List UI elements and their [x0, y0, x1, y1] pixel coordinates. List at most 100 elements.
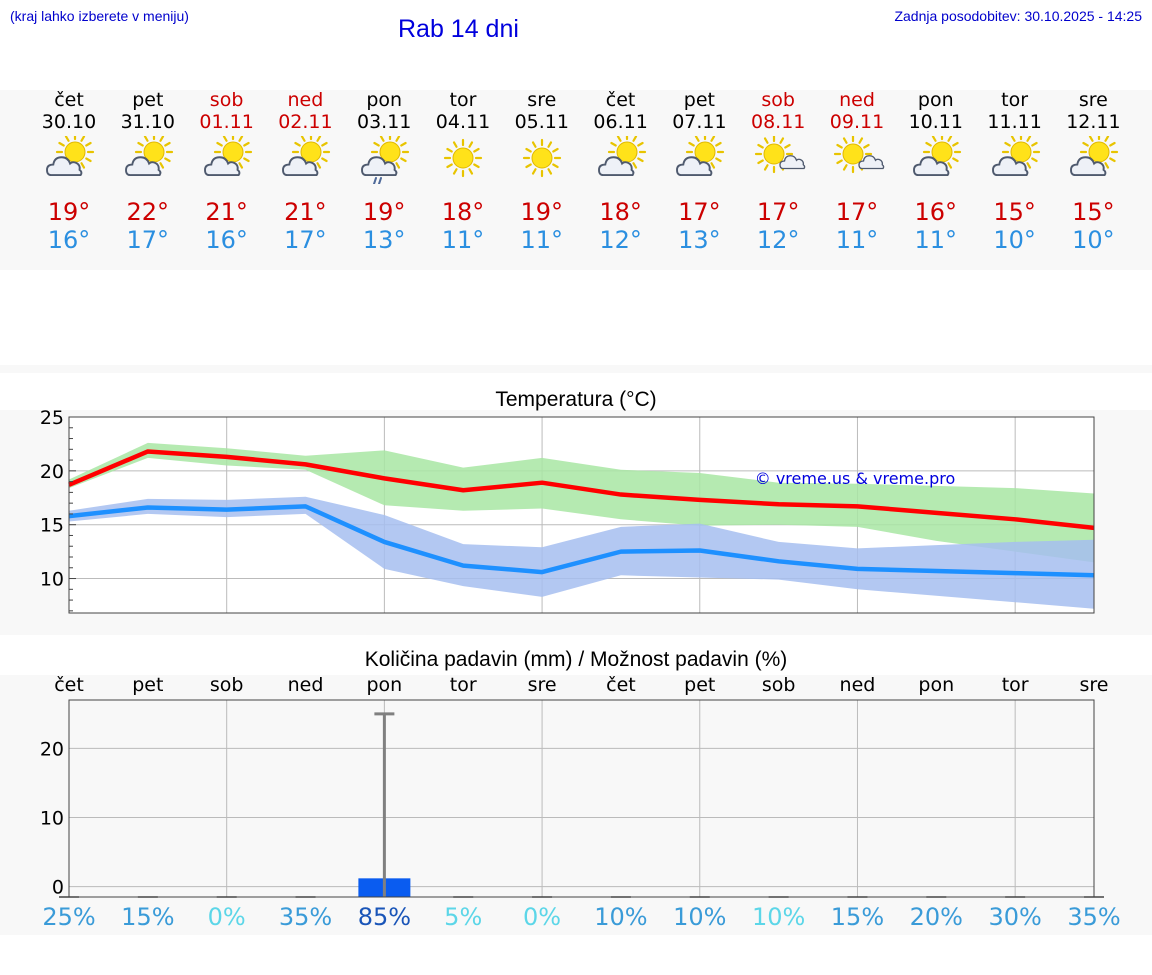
precip-probability: 10% [673, 903, 727, 931]
precip-day-label: čet [54, 674, 84, 696]
day-column: sob 01.11 [187, 89, 266, 133]
temp-min: 11° [520, 226, 564, 254]
day-name: sre [1078, 89, 1108, 111]
day-column: ned 09.11 [818, 89, 897, 133]
precip-probability: 10% [751, 903, 806, 931]
precipitation-chart-title: Količina padavin (mm) / Možnost padavin … [364, 648, 788, 671]
day-column: čet 06.11 [581, 89, 660, 133]
sun-icon [443, 138, 483, 178]
partly-cloudy-icon [597, 136, 646, 177]
day-name: pon [366, 89, 403, 111]
precip-day-label: sre [1079, 674, 1109, 696]
day-date: 30.10 [41, 111, 97, 133]
temp-max: 17° [678, 198, 721, 226]
sun-icon [522, 138, 561, 178]
precip-day-label: ned [287, 674, 324, 696]
temp-min: 10° [1072, 226, 1115, 254]
day-date: 04.11 [435, 111, 491, 133]
location-hint: (kraj lahko izberete v meniju) [10, 8, 189, 24]
temp-max: 19° [47, 198, 91, 226]
sun-small-cloud-icon [833, 136, 885, 174]
temp-min: 12° [599, 226, 642, 254]
temp-max: 17° [835, 198, 879, 226]
precip-probability: 15% [121, 903, 175, 931]
day-column: ned 02.11 [266, 89, 345, 133]
temp-min: 16° [47, 226, 91, 254]
day-date: 09.11 [829, 111, 885, 133]
temp-max: 19° [520, 198, 564, 226]
precip-probability: 0% [523, 903, 562, 931]
day-name: sre [527, 89, 557, 111]
day-name: ned [839, 89, 875, 111]
precip-day-label: tor [449, 674, 477, 696]
precip-probability: 15% [830, 903, 885, 931]
precip-day-label: tor [1001, 674, 1029, 696]
last-updated: Zadnja posodobitev: 30.10.2025 - 14:25 [894, 8, 1142, 24]
day-column: pet 31.10 [108, 89, 187, 133]
precip-day-label: sob [209, 674, 244, 696]
day-date: 06.11 [593, 111, 648, 133]
day-date: 03.11 [356, 111, 412, 133]
day-date: 11.11 [987, 111, 1042, 133]
temp-min: 11° [835, 226, 879, 254]
page-title: Rab 14 dni [398, 15, 519, 43]
day-column: pon 03.11 [345, 89, 424, 133]
day-column: pet 07.11 [660, 89, 739, 133]
temp-max: 21° [205, 198, 248, 226]
day-column: sob 08.11 [739, 89, 818, 133]
partly-cloudy-icon [912, 136, 961, 177]
partly-cloudy-icon [1070, 136, 1119, 177]
day-name: sob [761, 89, 795, 111]
precip-probability: 35% [1067, 903, 1121, 931]
partly-cloudy-icon [203, 136, 252, 177]
day-name: čet [54, 89, 84, 111]
temp-min: 13° [362, 226, 406, 254]
partly-cloudy-rain-icon [361, 136, 410, 184]
precip-day-label: pon [366, 674, 403, 696]
day-column: čet 30.10 [30, 89, 109, 133]
day-name: tor [449, 89, 477, 111]
precip-probability: 30% [988, 903, 1042, 931]
temp-max: 21° [284, 198, 327, 226]
precip-day-label: pet [132, 674, 164, 696]
precip-probability: 0% [207, 903, 246, 931]
precipitation-panel [0, 675, 1152, 935]
temp-max: 17° [756, 198, 800, 226]
temp-min: 11° [914, 226, 958, 254]
precip-probability: 35% [278, 903, 333, 931]
precip-probability: 85% [357, 903, 412, 931]
sun-small-cloud-icon [755, 136, 806, 174]
day-name: pet [683, 89, 715, 111]
day-date: 10.11 [908, 111, 963, 133]
temp-max: 15° [993, 198, 1036, 226]
day-name: pon [917, 89, 954, 111]
temp-max: 16° [914, 198, 958, 226]
day-name: pet [132, 89, 164, 111]
temp-max: 15° [1072, 198, 1115, 226]
day-date: 05.11 [514, 111, 569, 133]
day-date: 08.11 [750, 111, 806, 133]
temp-max: 19° [362, 198, 406, 226]
temperature-chart-title: Temperatura (°C) [495, 388, 657, 411]
divider [0, 365, 1152, 373]
temp-min: 17° [284, 226, 327, 254]
temp-min: 12° [756, 226, 800, 254]
day-date: 01.11 [199, 111, 254, 133]
temp-max: 18° [441, 198, 485, 226]
forecast-panel [0, 90, 1152, 270]
temperature-panel [0, 410, 1152, 635]
day-name: čet [605, 89, 636, 111]
temp-min: 11° [441, 226, 485, 254]
day-date: 07.11 [672, 111, 727, 133]
partly-cloudy-icon [676, 136, 725, 177]
partly-cloudy-icon [282, 136, 331, 177]
precip-probability: 10% [594, 903, 648, 931]
temp-max: 22° [126, 198, 170, 226]
temp-min: 13° [678, 226, 721, 254]
day-date: 12.11 [1066, 111, 1121, 133]
day-column: sre 05.11 [502, 89, 581, 133]
precip-day-label: pon [918, 674, 955, 696]
precip-day-label: ned [839, 674, 876, 696]
temp-min: 17° [126, 226, 170, 254]
partly-cloudy-icon [46, 136, 95, 177]
